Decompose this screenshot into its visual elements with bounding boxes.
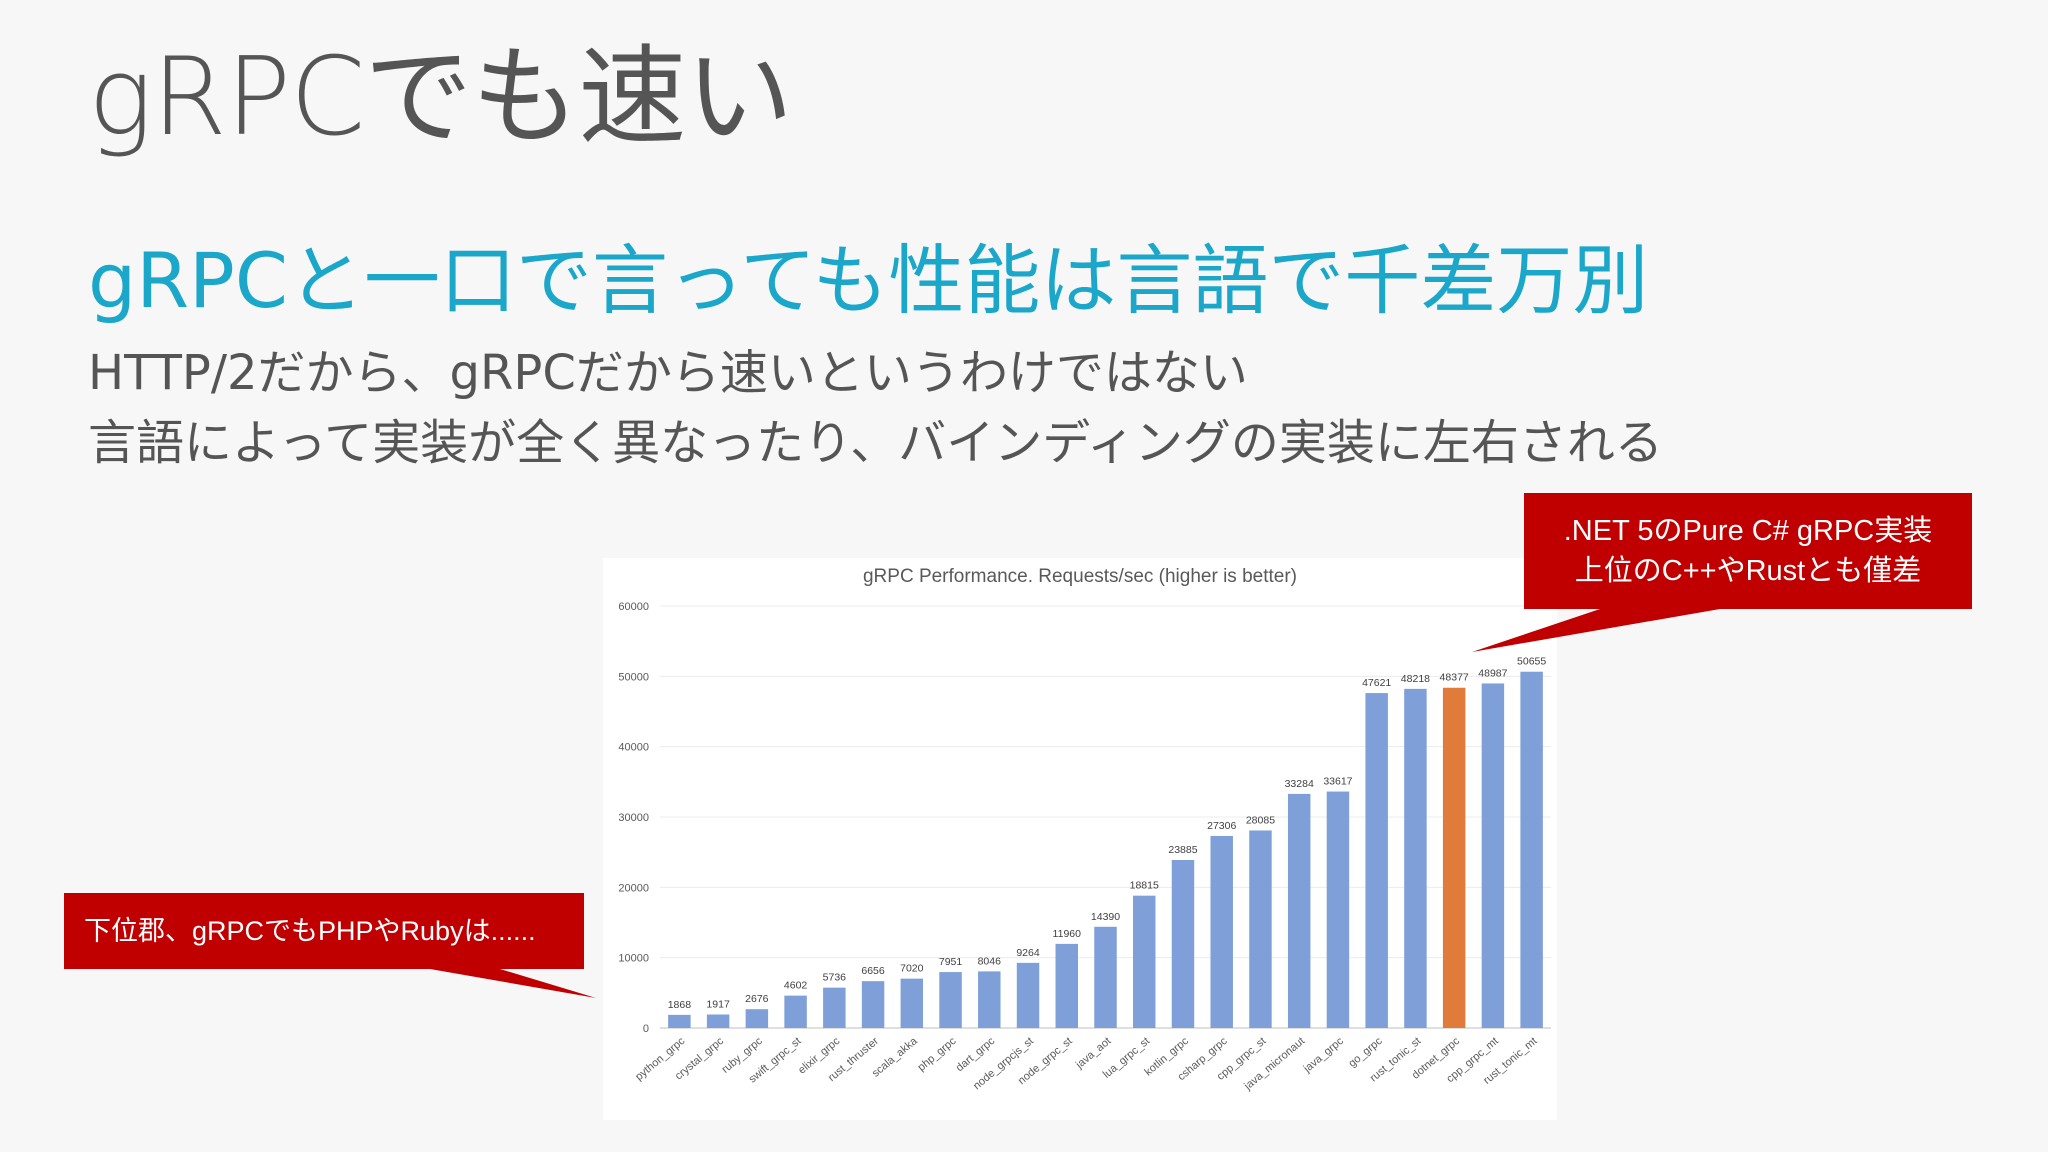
bar-dart_grpc (978, 971, 1001, 1028)
data-label: 1868 (668, 999, 692, 1011)
chart-panel: gRPC Performance. Requests/sec (higher i… (603, 558, 1557, 1120)
body-line-2: 言語によって実装が全く異なったり、バインディングの実装に左右される (88, 415, 1663, 471)
callout-dotnet-line2: 上位のC++やRustとも僅差 (1574, 555, 1922, 587)
data-label: 14390 (1091, 911, 1120, 923)
data-label: 5736 (823, 972, 847, 984)
bar-ruby_grpc (745, 1009, 769, 1028)
data-label: 33284 (1285, 778, 1314, 790)
bar-rust_tonic_mt (1520, 671, 1543, 1028)
callout-low-rank: 下位郡、gRPCでもPHPやRubyは...... (64, 893, 584, 969)
y-tick-label: 30000 (618, 812, 649, 824)
y-tick-label: 50000 (618, 671, 649, 683)
bar-node_grpc_st (1055, 943, 1078, 1028)
callout-dotnet: .NET 5のPure C# gRPC実装 上位のC++やRustとも僅差 (1524, 493, 1972, 609)
bar-rust_thruster (861, 981, 885, 1028)
y-tick-label: 20000 (618, 882, 649, 894)
slide-subtitle: gRPCと一口で言っても性能は言語で千差万別 (88, 236, 1649, 325)
chart-title: gRPC Performance. Requests/sec (higher i… (863, 566, 1297, 587)
bar-java_aot (1094, 926, 1117, 1028)
data-label: 27306 (1207, 820, 1236, 832)
bar-dotnet_grpc (1442, 687, 1466, 1028)
data-label: 28085 (1246, 814, 1275, 826)
data-label: 48987 (1478, 667, 1507, 679)
bar-scala_akka (900, 978, 924, 1028)
bar-java_grpc (1326, 791, 1350, 1028)
y-tick-label: 10000 (618, 953, 649, 965)
data-label: 47621 (1362, 677, 1391, 689)
callout-dotnet-line1: .NET 5のPure C# gRPC実装 (1563, 515, 1933, 547)
bar-kotlin_grpc (1171, 860, 1195, 1028)
body-line-1: HTTP/2だから、gRPCだから速いというわけではない (88, 345, 1248, 401)
slide-title: gRPCでも速い (88, 35, 793, 160)
bar-rust_tonic_st (1404, 688, 1427, 1028)
y-tick-label: 0 (643, 1023, 649, 1035)
bar-java_micronaut (1287, 793, 1311, 1028)
bar-node_grpcjs_st (1016, 962, 1040, 1028)
data-label: 23885 (1168, 844, 1197, 856)
data-label: 4602 (784, 980, 808, 992)
y-tick-label: 40000 (618, 742, 649, 754)
data-label: 6656 (861, 965, 885, 977)
bar-elixir_grpc (823, 987, 846, 1028)
data-label: 50655 (1517, 656, 1546, 668)
bar-lua_grpc_st (1133, 895, 1156, 1028)
performance-bar-chart: gRPC Performance. Requests/sec (higher i… (618, 566, 1551, 1093)
bar-cpp_grpc_mt (1481, 683, 1505, 1028)
bar-crystal_grpc (706, 1014, 730, 1028)
data-label: 7020 (900, 963, 924, 975)
data-label: 2676 (745, 993, 769, 1005)
bar-cpp_grpc_st (1249, 830, 1272, 1028)
data-label: 8046 (978, 955, 1002, 967)
data-label: 1917 (706, 999, 730, 1011)
bar-php_grpc (939, 972, 962, 1028)
data-label: 33617 (1323, 776, 1352, 788)
bar-python_grpc (668, 1014, 691, 1028)
data-label: 7951 (939, 956, 963, 968)
data-label: 48377 (1440, 672, 1469, 684)
callout-left-tail (430, 969, 596, 998)
callout-right-tail (1472, 609, 1720, 652)
bar-csharp_grpc (1210, 835, 1233, 1028)
data-label: 11960 (1053, 928, 1082, 940)
bar-go_grpc (1365, 693, 1388, 1028)
bar-swift_grpc_st (784, 995, 807, 1028)
y-tick-label: 60000 (618, 601, 649, 613)
data-label: 48218 (1401, 673, 1430, 685)
data-label: 18815 (1130, 880, 1159, 892)
data-label: 9264 (1016, 947, 1040, 959)
